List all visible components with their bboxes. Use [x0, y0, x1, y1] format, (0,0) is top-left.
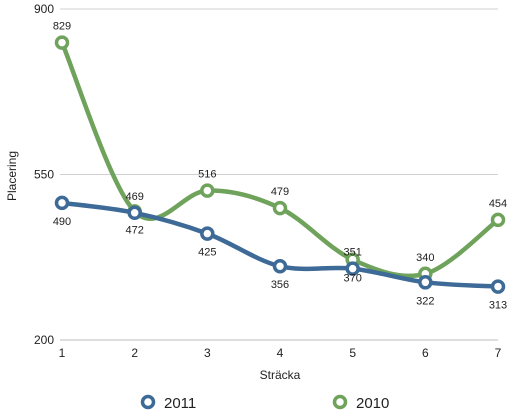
data-label-2011: 469 — [125, 191, 143, 203]
data-label-2011: 313 — [489, 300, 507, 312]
x-tick-label: 6 — [422, 346, 429, 360]
data-point-2011 — [490, 279, 506, 294]
x-tick-label: 4 — [277, 346, 284, 360]
legend: 2011 2010 — [140, 394, 389, 411]
data-label-2011: 351 — [343, 247, 361, 259]
x-tick-label: 3 — [204, 346, 211, 360]
data-label-2010: 454 — [489, 198, 507, 210]
y-tick-label: 200 — [34, 333, 54, 347]
data-label-2010: 340 — [416, 252, 434, 264]
x-tick-label: 2 — [131, 346, 138, 360]
data-label-2011: 490 — [53, 216, 71, 228]
series-layer — [54, 35, 506, 294]
legend-label-2010: 2010 — [356, 395, 389, 411]
y-axis-title: Placering — [5, 151, 19, 201]
data-label-2010: 829 — [53, 21, 71, 33]
data-point-2010 — [200, 183, 215, 198]
data-label-2010: 479 — [271, 186, 289, 198]
data-label-2011: 425 — [198, 247, 216, 259]
data-point-2011 — [200, 226, 215, 241]
series-line-2010 — [59, 40, 501, 279]
y-tick-label: 550 — [34, 168, 54, 182]
y-tick-label: 900 — [34, 2, 54, 16]
axis-layer: 200 550 900 1 2 3 4 5 6 7 — [34, 2, 502, 360]
data-point-2010 — [490, 212, 506, 228]
x-axis-title: Sträcka — [260, 368, 301, 382]
data-point-2011 — [345, 261, 360, 276]
x-tick-label: 7 — [495, 346, 502, 360]
data-point-2011 — [54, 195, 70, 211]
x-tick-label: 5 — [349, 346, 356, 360]
legend-marker-2011 — [140, 394, 156, 410]
x-tick-label: 1 — [59, 346, 66, 360]
data-point-2011 — [272, 258, 288, 274]
data-label-2011: 322 — [416, 295, 434, 307]
legend-marker-2010 — [332, 394, 348, 410]
data-label-2010: 370 — [343, 273, 361, 285]
series-line-2011 — [59, 200, 501, 289]
data-point-2011 — [127, 205, 142, 221]
data-label-2010: 472 — [125, 224, 143, 236]
data-point-2010 — [54, 35, 70, 50]
data-label-2011: 356 — [271, 279, 289, 291]
data-label-layer: 490 469 425 356 351 322 313 829 472 516 479 370 340 4… — [53, 21, 507, 312]
data-label-2010: 516 — [198, 169, 216, 181]
data-point-2011 — [418, 275, 433, 290]
data-point-2010 — [272, 200, 288, 216]
grid-layer — [60, 8, 498, 341]
legend-label-2011: 2011 — [164, 395, 196, 411]
